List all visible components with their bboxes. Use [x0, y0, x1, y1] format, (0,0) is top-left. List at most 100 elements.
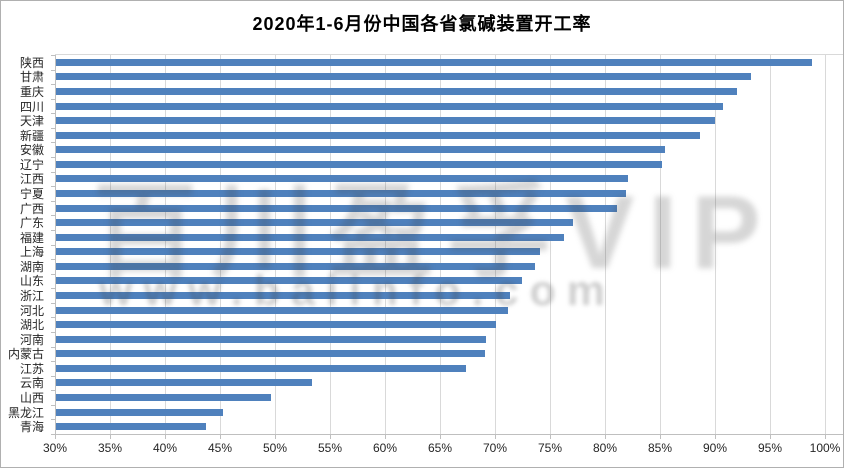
gridline-60% — [385, 55, 386, 434]
category-tick — [51, 113, 55, 115]
category-tick — [51, 55, 55, 56]
y-label-河北: 河北 — [19, 303, 44, 318]
y-label-宁夏: 宁夏 — [19, 186, 44, 201]
bar-陕西 — [56, 58, 812, 66]
x-tick-label: 65% — [427, 441, 453, 455]
x-tick-75% — [550, 435, 551, 439]
y-label-上海: 上海 — [19, 245, 44, 260]
x-tick-label: 75% — [537, 441, 563, 455]
gridline-45% — [220, 55, 221, 434]
category-tick — [51, 84, 55, 86]
bar-广西 — [56, 204, 617, 212]
x-tick-35% — [110, 435, 111, 439]
gridline-50% — [275, 55, 276, 434]
category-tick — [51, 186, 55, 188]
chart-title: 2020年1-6月份中国各省氯碱装置开工率 — [252, 14, 592, 34]
bar-黑龙江 — [56, 408, 224, 416]
x-tick-45% — [220, 435, 221, 439]
category-tick — [51, 259, 55, 261]
y-label-山东: 山东 — [19, 274, 44, 289]
y-axis-line — [55, 55, 56, 434]
bar-河北 — [56, 306, 509, 314]
x-tick-90% — [715, 435, 716, 439]
gridline-35% — [110, 55, 111, 434]
y-label-广西: 广西 — [19, 201, 44, 216]
x-tick-label: 40% — [152, 441, 178, 455]
bar-山东 — [56, 277, 523, 285]
bar-重庆 — [56, 87, 737, 95]
gridline-75% — [550, 55, 551, 434]
x-axis-line — [55, 434, 843, 435]
category-tick — [51, 69, 55, 71]
x-tick-label: 60% — [372, 441, 398, 455]
bar-甘肃 — [56, 73, 752, 81]
x-tick-65% — [440, 435, 441, 439]
category-tick — [51, 434, 55, 435]
bar-辽宁 — [56, 160, 663, 168]
x-tick-70% — [495, 435, 496, 439]
bar-安徽 — [56, 146, 666, 154]
y-label-江西: 江西 — [19, 172, 44, 187]
x-tick-50% — [275, 435, 276, 439]
bar-青海 — [56, 423, 206, 431]
y-label-辽宁: 辽宁 — [19, 157, 44, 172]
x-tick-label: 30% — [42, 441, 68, 455]
category-tick — [51, 157, 55, 159]
x-tick-30% — [55, 435, 56, 439]
x-tick-label: 100% — [809, 441, 841, 455]
category-tick — [51, 404, 55, 406]
x-tick-60% — [385, 435, 386, 439]
y-label-重庆: 重庆 — [19, 84, 44, 99]
x-tick-80% — [605, 435, 606, 439]
category-tick — [51, 229, 55, 231]
bar-上海 — [56, 248, 540, 256]
bar-云南 — [56, 379, 313, 387]
y-label-广东: 广东 — [19, 216, 44, 231]
bar-江苏 — [56, 364, 467, 372]
category-tick — [51, 273, 55, 275]
y-label-黑龙江: 黑龙江 — [7, 405, 44, 420]
x-tick-label: 50% — [262, 441, 288, 455]
gridline-55% — [330, 55, 331, 434]
x-tick-label: 55% — [317, 441, 343, 455]
gridline-95% — [770, 55, 771, 434]
y-label-甘肃: 甘肃 — [19, 70, 44, 85]
bar-广东 — [56, 219, 573, 227]
category-tick — [51, 142, 55, 144]
bar-内蒙古 — [56, 350, 485, 358]
y-label-青海: 青海 — [19, 420, 44, 435]
x-tick-40% — [165, 435, 166, 439]
category-tick — [51, 200, 55, 202]
category-tick — [51, 317, 55, 319]
y-label-湖南: 湖南 — [19, 259, 44, 274]
category-tick — [51, 98, 55, 100]
gridline-100% — [825, 55, 826, 434]
bar-湖南 — [56, 262, 535, 270]
x-tick-85% — [660, 435, 661, 439]
x-axis-labels: 30% 35% 40% 45% 50% 55% 60% 65% 70% 75% 80% 85% 90% 9… — [1, 441, 843, 457]
category-tick — [51, 346, 55, 348]
x-tick-label: 85% — [647, 441, 673, 455]
bar-天津 — [56, 117, 715, 125]
category-tick — [51, 215, 55, 217]
y-label-福建: 福建 — [19, 230, 44, 245]
gridline-90% — [715, 55, 716, 434]
gridline-85% — [660, 55, 661, 434]
y-label-山西: 山西 — [19, 391, 44, 406]
category-tick — [51, 419, 55, 421]
gridline-65% — [440, 55, 441, 434]
gridline-80% — [605, 55, 606, 434]
x-tick-100% — [825, 435, 826, 439]
category-tick — [51, 390, 55, 392]
y-label-四川: 四川 — [19, 99, 44, 114]
x-tick-label: 95% — [757, 441, 783, 455]
y-label-湖北: 湖北 — [19, 318, 44, 333]
y-label-江苏: 江苏 — [19, 361, 44, 376]
x-tick-label: 35% — [97, 441, 123, 455]
bar-福建 — [56, 233, 565, 241]
category-tick — [51, 244, 55, 246]
x-tick-label: 90% — [702, 441, 728, 455]
category-tick — [51, 171, 55, 173]
y-label-云南: 云南 — [19, 376, 44, 391]
